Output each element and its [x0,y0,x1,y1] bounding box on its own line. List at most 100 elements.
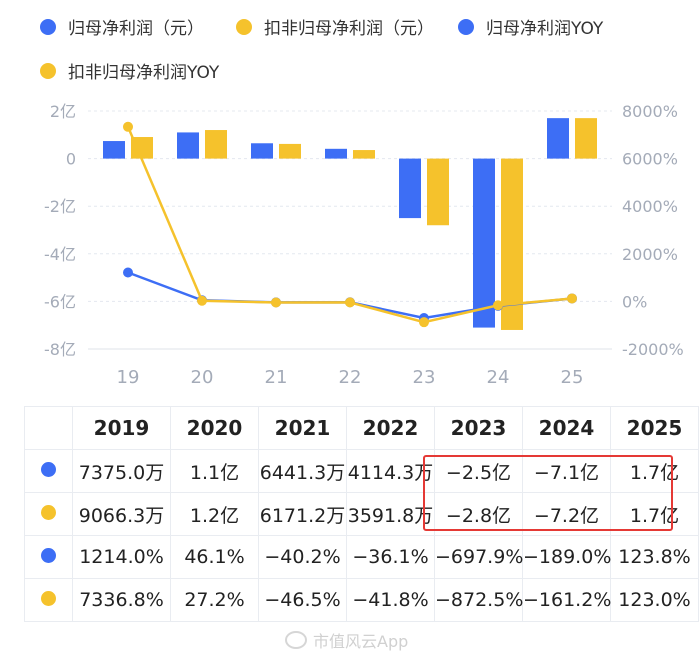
series-marker-cell [24,535,73,579]
table-cell: 123.0% [610,578,699,622]
table-cell: 7336.8% [72,578,171,622]
series-dot [41,462,56,477]
table-row: 1214.0% 46.1% −40.2% −36.1% −697.9% −189.0% 12… [24,535,699,579]
y-left-tick-label: -4亿 [44,245,76,264]
y-left-tick-label: -6亿 [44,292,76,311]
table-cell: −161.2% [522,578,611,622]
table-cell: 1.2亿 [170,492,259,536]
x-tick-label: 20 [191,367,214,388]
bar [399,158,421,219]
series-marker-cell [24,492,73,536]
table-cell: −872.5% [434,578,523,622]
y-left-tick-label: -8亿 [44,340,76,359]
x-tick-label: 25 [561,367,584,388]
y-right-tick-label: -2000% [622,340,684,359]
table-header-cell [24,406,73,450]
y-right-tick-label: 6000% [622,150,678,169]
table-cell: −697.9% [434,535,523,579]
highlight-box [423,455,673,531]
table-cell: 27.2% [170,578,259,622]
bar [427,158,449,226]
x-tick-label: 23 [413,367,436,388]
series-marker-cell [24,578,73,622]
bar [547,118,569,159]
table-cell: −7.2亿 [522,492,611,536]
bar [131,137,153,159]
weibo-icon [285,631,307,649]
table-cell: 123.8% [610,535,699,579]
table-cell: 9066.3万 [72,492,171,536]
legend-item-deducted-net-profit-yoy[interactable]: 扣非归母净利润YOY [40,58,219,83]
table-cell: 1214.0% [72,535,171,579]
legend-label: 归母净利润（元） [68,19,204,39]
bar [103,141,125,159]
table-row: 7375.0万 1.1亿 6441.3万 4114.3万 −2.5亿 −7.1亿 1.7亿 [24,449,699,493]
table-cell: 6171.2万 [258,492,347,536]
watermark-text: 市值风云App [313,632,409,651]
data-table: 2019 2020 2021 2022 2023 2024 2025 7375.… [24,406,699,622]
legend-dot-yellow [236,18,252,35]
watermark: 市值风云App [285,628,408,652]
table-cell: −40.2% [258,535,347,579]
y-left-tick-label: -2亿 [44,197,76,216]
series-dot [41,591,56,606]
y-right-tick-label: 2000% [622,245,678,264]
bar [177,132,199,159]
table-row: 7336.8% 27.2% −46.5% −41.8% −872.5% −161.2% 12… [24,578,699,622]
legend-label: 扣非归母净利润YOY [68,63,220,83]
table-cell: 46.1% [170,535,259,579]
legend-dot-blue [458,18,474,35]
y-right-tick-label: 0% [622,292,647,311]
x-tick-label: 24 [487,367,510,388]
bar [279,143,301,159]
bar [251,143,273,159]
table-cell: −2.8亿 [434,492,523,536]
x-tick-label: 22 [339,367,362,388]
series-dot [41,548,56,563]
series-dot [41,505,56,520]
legend-item-deducted-net-profit[interactable]: 扣非归母净利润（元） [236,14,434,39]
line-point [123,121,133,132]
legend-label: 归母净利润YOY [486,19,604,39]
y-right-tick-label: 8000% [622,102,678,121]
legend-item-parent-net-profit[interactable]: 归母净利润（元） [40,14,204,39]
line-point [197,295,207,306]
y-right-tick-label: 4000% [622,197,678,216]
table-header-cell: 2020 [170,406,259,450]
bar [575,118,597,159]
table-cell: 3591.8万 [346,492,435,536]
table-cell: −41.8% [346,578,435,622]
line-point [567,293,577,304]
table-header-cell: 2024 [522,406,611,450]
table-header-cell: 2019 [72,406,171,450]
table-header-cell: 2025 [610,406,699,450]
bar [325,148,347,159]
table-cell: 1.1亿 [170,449,259,493]
x-tick-label: 19 [117,367,140,388]
table-cell: 7375.0万 [72,449,171,493]
line-point [345,297,355,308]
line-point [419,317,429,328]
table-header-cell: 2021 [258,406,347,450]
x-tick-label: 21 [265,367,288,388]
table-header-row: 2019 2020 2021 2022 2023 2024 2025 [24,406,699,450]
legend-item-parent-net-profit-yoy[interactable]: 归母净利润YOY [458,14,603,39]
series-marker-cell [24,449,73,493]
table-cell: −189.0% [522,535,611,579]
legend-dot-blue [40,18,56,35]
table-row: 9066.3万 1.2亿 6171.2万 3591.8万 −2.8亿 −7.2亿 1.7亿 [24,492,699,536]
bar [205,130,227,159]
line-point [123,267,133,278]
line-point [493,300,503,311]
bar [353,150,375,159]
table-cell: 1.7亿 [610,492,699,536]
table-header-cell: 2023 [434,406,523,450]
line-point [271,297,281,308]
bar [473,158,495,328]
legend-label: 扣非归母净利润（元） [264,19,434,39]
legend-dot-yellow [40,62,56,79]
table-cell: 4114.3万 [346,449,435,493]
y-left-tick-label: 0 [66,150,76,169]
table-header-cell: 2022 [346,406,435,450]
table-cell: −36.1% [346,535,435,579]
